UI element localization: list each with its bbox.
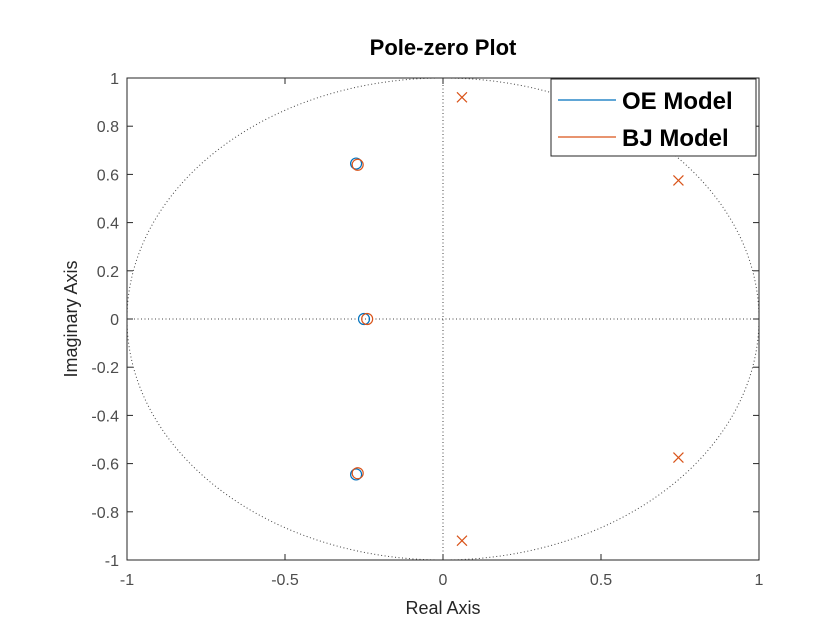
y-tick-label: 0 — [110, 312, 119, 329]
legend-label: OE Model — [622, 88, 733, 115]
y-tick-label: 1 — [110, 71, 119, 88]
y-tick-label: 0.8 — [97, 119, 119, 136]
legend: OE Model BJ Model — [550, 78, 757, 157]
pole-marker — [456, 535, 468, 547]
y-tick-label: -1 — [105, 553, 119, 570]
zero-marker — [361, 312, 374, 326]
y-tick-label: -0.4 — [91, 408, 119, 425]
pole-marker — [672, 452, 684, 463]
chart-title: Pole-zero Plot — [370, 35, 517, 60]
y-tick-label: -0.2 — [91, 360, 119, 377]
x-tick-label: -0.5 — [271, 572, 299, 589]
zero-marker — [351, 467, 364, 480]
y-tick-label: 0.6 — [97, 167, 119, 184]
ticks-layer: -1 -0.5 0 0.5 1 -1 -0.8 -0.6 -0.4 -0.2 0 0.2 0.4 0.6 0… — [91, 71, 763, 589]
y-axis-label: Imaginary Axis — [61, 260, 81, 377]
y-tick-label: -0.6 — [91, 457, 119, 474]
pole-marker — [456, 91, 468, 103]
x-tick-label: 0 — [439, 572, 448, 589]
y-tick-label: 0.4 — [97, 216, 119, 233]
x-tick-label: 1 — [755, 572, 764, 589]
zero-marker — [350, 157, 363, 170]
x-tick-label: -1 — [120, 572, 134, 589]
axis-lines-layer — [127, 78, 759, 560]
marks-layer — [350, 91, 684, 547]
zero-marker — [357, 312, 371, 326]
pole-marker — [672, 175, 684, 186]
legend-label: BJ Model — [622, 125, 729, 152]
y-tick-label: -0.8 — [91, 505, 119, 522]
x-axis-label: Real Axis — [405, 598, 480, 618]
zero-marker — [350, 468, 363, 481]
zero-marker — [351, 158, 364, 171]
legend-box — [550, 78, 757, 157]
x-tick-label: 0.5 — [590, 572, 612, 589]
y-tick-label: 0.2 — [97, 264, 119, 281]
